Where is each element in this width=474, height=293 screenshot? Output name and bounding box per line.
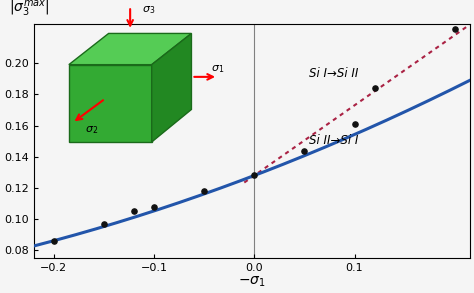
Text: Si II→Si I: Si II→Si I [310,134,359,147]
Point [451,26,458,31]
Point [100,222,108,226]
X-axis label: $-\sigma_1$: $-\sigma_1$ [238,275,265,289]
Point [351,122,358,126]
Text: Si I→Si II: Si I→Si II [310,67,359,80]
Point [150,204,158,209]
Point [201,189,208,193]
Y-axis label: $|\sigma_3^{max}|$: $|\sigma_3^{max}|$ [9,0,50,20]
Point [301,148,308,153]
Point [371,86,378,91]
Point [50,239,58,243]
Point [251,173,258,178]
Point [130,209,138,214]
